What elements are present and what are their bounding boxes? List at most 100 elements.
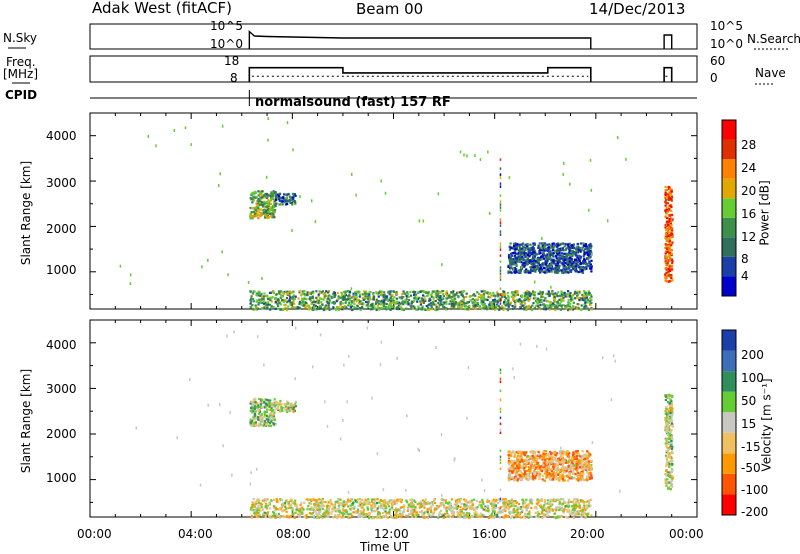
velocity-heatmap-cell bbox=[544, 507, 547, 510]
power-heatmap-cell bbox=[256, 204, 259, 207]
velocity-heatmap-cell bbox=[401, 512, 404, 515]
power-heatmap-speck bbox=[540, 245, 542, 249]
power-heatmap-cell bbox=[554, 264, 557, 267]
velocity-heatmap-cell bbox=[285, 507, 288, 510]
power-heatmap-cell bbox=[384, 298, 388, 301]
power-heatmap-cell bbox=[343, 306, 346, 309]
velocity-heatmap-cell bbox=[300, 501, 303, 504]
velocity-heatmap-cell bbox=[288, 503, 291, 506]
velocity-heatmap-cell bbox=[324, 501, 327, 504]
power-heatmap-cell bbox=[303, 290, 306, 293]
vel-ytick-4000: 4000 bbox=[46, 338, 77, 352]
velocity-heatmap-cell bbox=[449, 502, 452, 505]
velocity-heatmap-cell bbox=[255, 516, 259, 519]
power-heatmap-cell bbox=[561, 271, 564, 274]
power-heatmap-cell bbox=[525, 298, 528, 301]
power-heatmap-cell bbox=[393, 300, 396, 303]
power-heatmap-cell bbox=[432, 300, 435, 303]
power-heatmap-cell bbox=[666, 210, 669, 213]
power-heatmap-cell bbox=[330, 296, 333, 300]
velocity-heatmap-cell bbox=[512, 500, 515, 503]
power-heatmap-cell bbox=[556, 262, 559, 265]
power-heatmap-cell bbox=[460, 293, 463, 296]
power-heatmap-cell bbox=[570, 298, 573, 301]
power-heatmap-cell bbox=[390, 299, 393, 302]
velocity-heatmap-cell bbox=[399, 515, 402, 518]
xtick-3: 12:00 bbox=[374, 527, 409, 541]
velocity-heatmap-cell bbox=[578, 513, 581, 516]
power-heatmap-cell bbox=[279, 303, 283, 306]
power-heatmap-cell bbox=[562, 256, 565, 259]
velocity-heatmap-cell bbox=[297, 513, 300, 516]
power-heatmap-cell bbox=[454, 301, 458, 304]
power-heatmap-cell bbox=[277, 198, 280, 201]
velocity-heatmap-cell bbox=[430, 505, 433, 508]
power-heatmap-cell bbox=[581, 269, 584, 272]
power-heatmap-cell bbox=[667, 274, 670, 277]
velocity-heatmap-cell bbox=[525, 505, 528, 508]
power-heatmap-cell bbox=[529, 251, 532, 254]
velocity-heatmap-cell bbox=[507, 515, 510, 518]
power-heatmap-cell bbox=[325, 294, 328, 297]
power-heatmap-cell bbox=[584, 299, 587, 302]
velocity-heatmap-cell bbox=[478, 501, 481, 504]
velocity-heatmap-cell bbox=[519, 507, 522, 510]
power-ytick-2000: 2000 bbox=[46, 222, 77, 236]
power-heatmap-cell bbox=[371, 303, 374, 306]
power-heatmap-cell bbox=[260, 301, 263, 304]
power-heatmap-cell bbox=[279, 294, 282, 297]
power-heatmap-cell bbox=[570, 244, 574, 247]
power-heatmap-cell bbox=[557, 258, 560, 261]
power-heatmap-cell bbox=[369, 298, 372, 301]
velocity-heatmap-cell bbox=[270, 412, 273, 415]
power-heatmap-cell bbox=[545, 304, 548, 307]
power-heatmap-cell bbox=[567, 245, 570, 248]
power-heatmap-cell bbox=[518, 269, 521, 272]
velocity-heatmap-cell bbox=[489, 515, 492, 518]
power-heatmap-cell bbox=[315, 308, 318, 311]
power-heatmap-cell bbox=[512, 296, 515, 299]
power-heatmap-cell bbox=[404, 299, 407, 302]
power-heatmap-cell bbox=[453, 294, 456, 297]
power-heatmap-cell bbox=[520, 301, 523, 305]
power-colorbar-seg bbox=[722, 139, 736, 160]
velocity-heatmap-cell bbox=[443, 506, 446, 509]
velocity-heatmap-cell bbox=[368, 512, 371, 515]
velocity-heatmap-cell bbox=[585, 507, 589, 510]
velocity-heatmap-cell bbox=[321, 517, 324, 520]
power-heatmap-cell bbox=[478, 305, 481, 308]
power-heatmap-cell bbox=[590, 308, 593, 311]
velocity-heatmap-cell bbox=[365, 513, 368, 516]
power-heatmap-cell bbox=[393, 296, 396, 299]
velocity-heatmap-cell bbox=[407, 513, 410, 516]
power-heatmap-cell bbox=[253, 191, 256, 194]
power-heatmap-cell bbox=[389, 303, 392, 306]
velocity-heatmap-cell bbox=[337, 514, 340, 517]
power-heatmap-cell bbox=[482, 295, 485, 299]
power-heatmap-cell bbox=[528, 304, 531, 308]
power-heatmap-cell bbox=[266, 214, 269, 217]
velocity-heatmap-cell bbox=[310, 498, 313, 501]
velocity-heatmap-cell bbox=[261, 508, 264, 511]
power-heatmap-cell bbox=[670, 276, 673, 280]
power-heatmap-cell bbox=[450, 304, 453, 307]
velocity-heatmap-cell bbox=[274, 404, 278, 407]
velocity-heatmap-cell bbox=[353, 506, 356, 509]
power-heatmap-cell bbox=[542, 303, 545, 306]
velocity-heatmap-cell bbox=[267, 408, 271, 411]
velocity-heatmap-cell bbox=[284, 500, 287, 503]
velocity-heatmap-cell bbox=[258, 405, 261, 409]
power-heatmap-speck bbox=[466, 154, 468, 158]
power-heatmap-cell bbox=[341, 302, 344, 305]
power-heatmap-cell bbox=[258, 301, 261, 304]
power-heatmap-speck bbox=[247, 280, 250, 284]
power-heatmap-cell bbox=[451, 302, 454, 306]
velocity-heatmap-cell bbox=[585, 512, 588, 516]
power-heatmap-cell bbox=[265, 196, 269, 199]
power-heatmap-cell bbox=[350, 300, 353, 303]
velocity-heatmap-cell bbox=[365, 500, 368, 503]
velocity-heatmap-cell bbox=[249, 409, 252, 413]
power-heatmap-cell bbox=[529, 243, 532, 246]
power-heatmap-cell bbox=[400, 306, 403, 309]
velocity-heatmap-cell bbox=[268, 412, 271, 416]
